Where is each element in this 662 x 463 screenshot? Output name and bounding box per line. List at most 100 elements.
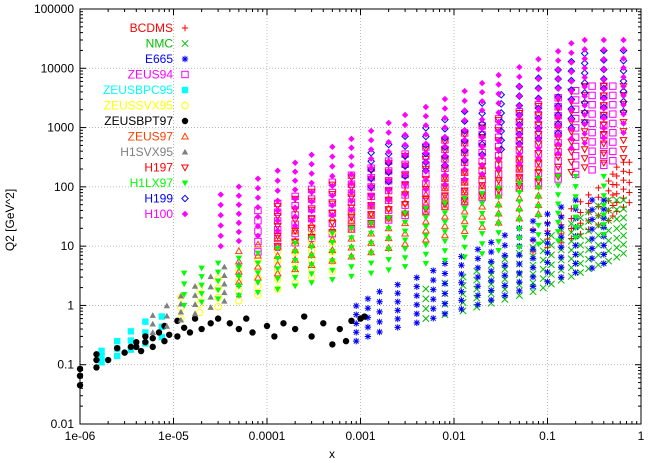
data-point — [308, 271, 315, 278]
data-point — [594, 251, 602, 259]
data-point — [488, 287, 495, 294]
data-point — [149, 320, 156, 327]
data-point — [177, 308, 185, 315]
data-point — [554, 192, 562, 199]
data-point — [620, 36, 627, 44]
data-point — [441, 181, 449, 188]
data-point — [273, 269, 282, 277]
data-point — [567, 168, 576, 177]
data-point — [516, 251, 523, 259]
data-point — [620, 101, 627, 109]
legend-marker — [181, 101, 189, 110]
data-point — [478, 88, 486, 96]
data-point — [535, 65, 542, 73]
data-point — [478, 116, 486, 123]
x-tick-label: 1e-06 — [65, 429, 96, 443]
data-point — [430, 296, 437, 303]
data-point — [581, 74, 588, 81]
data-point — [529, 264, 537, 271]
data-point — [127, 328, 135, 335]
data-point — [422, 305, 430, 313]
data-point — [554, 85, 562, 92]
data-point — [458, 305, 465, 313]
data-point — [554, 48, 562, 55]
y-tick-label: 10000 — [41, 61, 75, 75]
data-point — [385, 158, 392, 165]
data-point — [413, 292, 420, 299]
data-point — [235, 201, 243, 208]
data-point — [516, 278, 523, 286]
data-point — [291, 325, 299, 333]
data-point — [367, 173, 375, 181]
data-point — [291, 159, 299, 166]
data-point — [529, 255, 537, 262]
data-point — [348, 225, 355, 232]
data-point — [594, 241, 602, 249]
data-point — [254, 250, 262, 257]
data-point — [554, 166, 562, 174]
data-point — [516, 92, 523, 100]
y-tick-label: 100 — [54, 180, 74, 194]
data-point — [515, 119, 524, 127]
data-point — [516, 287, 523, 295]
legend-marker — [180, 164, 190, 172]
data-point — [554, 183, 562, 189]
data-point — [308, 217, 315, 224]
data-point — [401, 151, 409, 158]
data-point — [478, 202, 487, 210]
data-point — [460, 187, 469, 195]
data-point — [535, 194, 542, 201]
data-point — [609, 138, 617, 146]
data-point — [544, 268, 551, 276]
data-point — [461, 87, 468, 95]
data-point — [93, 351, 100, 358]
data-point — [581, 139, 588, 147]
data-point — [577, 209, 584, 216]
data-point — [329, 143, 336, 151]
data-point — [329, 202, 336, 209]
data-point — [348, 135, 355, 143]
data-point — [478, 251, 486, 258]
data-point — [557, 253, 565, 261]
data-point — [348, 153, 355, 160]
data-point — [588, 119, 596, 128]
data-point — [535, 222, 542, 229]
data-point — [217, 191, 224, 198]
data-point — [385, 186, 392, 194]
data-point — [253, 251, 262, 259]
data-point — [413, 319, 420, 327]
data-point — [535, 56, 542, 63]
data-point — [137, 347, 145, 355]
data-point — [568, 40, 575, 47]
data-point — [516, 160, 523, 167]
data-point — [401, 171, 409, 178]
data-point — [221, 263, 228, 270]
x-tick-label: 1 — [638, 429, 645, 443]
data-point — [291, 177, 299, 184]
data-point — [478, 98, 486, 105]
data-point — [495, 81, 502, 88]
data-point — [441, 229, 449, 236]
data-point — [367, 192, 375, 199]
data-point — [554, 229, 562, 235]
legend-label: ZEUS94 — [128, 68, 174, 82]
data-point — [516, 180, 523, 187]
y-axis-label: Q2 [GeV^2] — [3, 189, 17, 251]
data-point — [516, 190, 523, 196]
data-point — [401, 219, 409, 226]
data-point — [364, 333, 372, 340]
data-point — [384, 140, 393, 149]
data-point — [274, 217, 281, 224]
data-point — [329, 277, 336, 283]
data-point — [98, 347, 105, 355]
data-point — [254, 185, 262, 192]
data-point — [588, 255, 596, 262]
y-tick-label: 1 — [67, 298, 74, 312]
data-point — [198, 325, 205, 333]
data-point — [626, 179, 633, 186]
data-point — [198, 291, 205, 297]
data-point — [501, 232, 509, 239]
data-point — [515, 173, 524, 182]
series-h100 — [217, 36, 627, 250]
data-point — [254, 232, 262, 240]
